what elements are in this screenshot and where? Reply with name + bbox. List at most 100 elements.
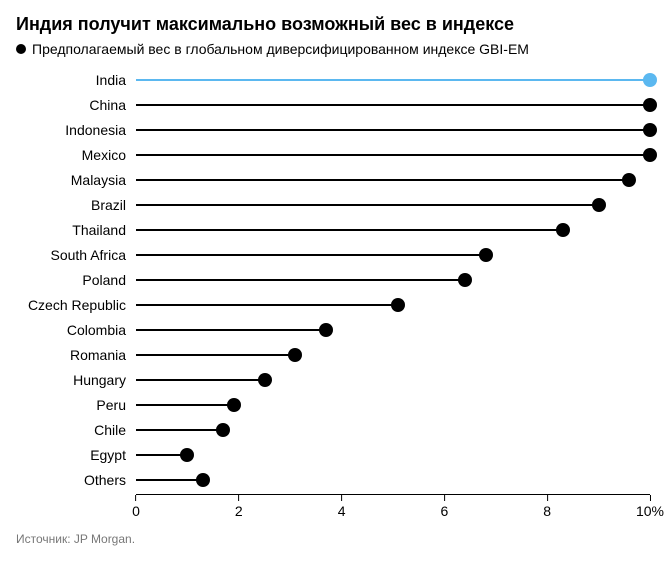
chart-row: Brazil <box>16 192 650 217</box>
lollipop-stem <box>136 404 234 406</box>
chart-row: Mexico <box>16 142 650 167</box>
lollipop-stem <box>136 279 465 281</box>
chart-source: Источник: JP Morgan. <box>16 532 650 546</box>
row-label: South Africa <box>16 247 136 263</box>
tick-mark-icon <box>341 495 342 501</box>
tick-label: 0 <box>132 503 140 519</box>
row-plot <box>136 167 650 192</box>
chart-row: Egypt <box>16 442 650 467</box>
lollipop-stem <box>136 429 223 431</box>
lollipop-marker-icon <box>216 423 230 437</box>
tick-mark-icon <box>650 495 651 501</box>
chart-title: Индия получит максимально возможный вес … <box>16 14 650 35</box>
axis-tick: 8 <box>543 495 551 519</box>
axis-tick: 0 <box>132 495 140 519</box>
lollipop-stem <box>136 129 650 131</box>
row-label: Egypt <box>16 447 136 463</box>
lollipop-marker-icon <box>196 473 210 487</box>
lollipop-stem <box>136 79 650 81</box>
lollipop-marker-icon <box>643 148 657 162</box>
row-plot <box>136 142 650 167</box>
lollipop-marker-icon <box>391 298 405 312</box>
lollipop-marker-icon <box>458 273 472 287</box>
chart-row: Romania <box>16 342 650 367</box>
row-plot <box>136 392 650 417</box>
lollipop-stem <box>136 254 486 256</box>
axis-tick: 6 <box>440 495 448 519</box>
row-label: Mexico <box>16 147 136 163</box>
row-label: Malaysia <box>16 172 136 188</box>
row-label: Chile <box>16 422 136 438</box>
lollipop-stem <box>136 179 629 181</box>
row-plot <box>136 217 650 242</box>
tick-mark-icon <box>238 495 239 501</box>
legend-dot-icon <box>16 44 26 54</box>
lollipop-stem <box>136 304 398 306</box>
lollipop-marker-icon <box>288 348 302 362</box>
row-label: Hungary <box>16 372 136 388</box>
lollipop-stem <box>136 229 563 231</box>
row-label: Colombia <box>16 322 136 338</box>
row-plot <box>136 92 650 117</box>
chart-row: Hungary <box>16 367 650 392</box>
x-axis: 0246810% <box>136 494 650 524</box>
lollipop-stem <box>136 379 265 381</box>
chart-row: China <box>16 92 650 117</box>
row-label: Peru <box>16 397 136 413</box>
lollipop-stem <box>136 104 650 106</box>
axis-tick: 4 <box>338 495 346 519</box>
chart-row: Poland <box>16 267 650 292</box>
lollipop-marker-icon <box>643 73 657 87</box>
lollipop-marker-icon <box>556 223 570 237</box>
row-plot <box>136 417 650 442</box>
lollipop-stem <box>136 479 203 481</box>
row-plot <box>136 192 650 217</box>
chart-row: Czech Republic <box>16 292 650 317</box>
tick-mark-icon <box>135 495 136 501</box>
row-label: Thailand <box>16 222 136 238</box>
row-plot <box>136 117 650 142</box>
row-plot <box>136 467 650 492</box>
axis-tick: 10% <box>636 495 664 519</box>
row-plot <box>136 367 650 392</box>
row-label: Romania <box>16 347 136 363</box>
row-label: Poland <box>16 272 136 288</box>
tick-mark-icon <box>547 495 548 501</box>
tick-label: 2 <box>235 503 243 519</box>
row-plot <box>136 67 650 92</box>
row-label: Indonesia <box>16 122 136 138</box>
axis-tick: 2 <box>235 495 243 519</box>
chart-row: Indonesia <box>16 117 650 142</box>
chart-row: Thailand <box>16 217 650 242</box>
row-plot <box>136 317 650 342</box>
lollipop-stem <box>136 154 650 156</box>
tick-label: 8 <box>543 503 551 519</box>
lollipop-marker-icon <box>479 248 493 262</box>
lollipop-marker-icon <box>227 398 241 412</box>
row-plot <box>136 342 650 367</box>
lollipop-marker-icon <box>258 373 272 387</box>
row-label: China <box>16 97 136 113</box>
row-plot <box>136 242 650 267</box>
lollipop-marker-icon <box>319 323 333 337</box>
lollipop-marker-icon <box>643 98 657 112</box>
chart-row: Others <box>16 467 650 492</box>
lollipop-stem <box>136 329 326 331</box>
row-label: Others <box>16 472 136 488</box>
chart-subtitle: Предполагаемый вес в глобальном диверсиф… <box>32 41 529 57</box>
tick-label: 6 <box>440 503 448 519</box>
row-plot <box>136 292 650 317</box>
x-axis-area: 0246810% <box>16 494 650 524</box>
lollipop-stem <box>136 354 295 356</box>
lollipop-marker-icon <box>592 198 606 212</box>
row-label: Czech Republic <box>16 297 136 313</box>
chart-row: South Africa <box>16 242 650 267</box>
chart-row: Malaysia <box>16 167 650 192</box>
tick-label: 10% <box>636 503 664 519</box>
row-plot <box>136 442 650 467</box>
lollipop-chart: India China Indonesia Mexico Malaysia Brazil T… <box>16 67 650 492</box>
tick-mark-icon <box>444 495 445 501</box>
chart-subtitle-row: Предполагаемый вес в глобальном диверсиф… <box>16 41 650 57</box>
row-label: India <box>16 72 136 88</box>
lollipop-marker-icon <box>180 448 194 462</box>
